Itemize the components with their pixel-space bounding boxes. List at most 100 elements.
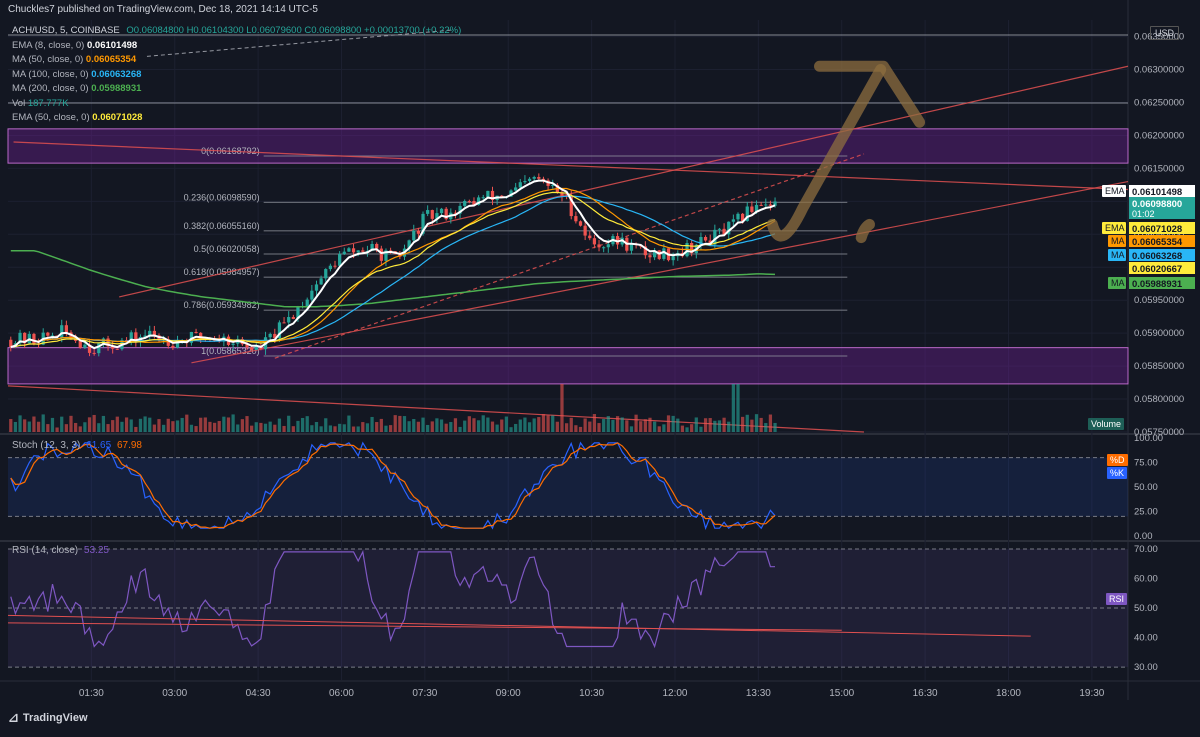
- candle-body: [92, 352, 96, 354]
- legend-vol[interactable]: Vol 187.777K: [12, 97, 461, 112]
- rsi-trend-line: [7, 614, 1031, 637]
- legend-ma200[interactable]: MA (200, close, 0) 0.05988931: [12, 82, 461, 97]
- fib-level-label: 0.382(0.06055160): [184, 221, 260, 231]
- volume-bar: [217, 421, 221, 432]
- volume-bar: [551, 415, 555, 432]
- price-tag-label: MA: [1111, 236, 1125, 246]
- candle-body: [578, 221, 583, 226]
- volume-bar: [694, 417, 698, 432]
- volume-bar: [23, 419, 27, 432]
- volume-bar: [722, 417, 726, 432]
- candle-body: [486, 190, 490, 198]
- candle-body: [189, 331, 194, 343]
- volume-bar: [342, 424, 346, 432]
- price-tag-label: EMA: [1105, 223, 1125, 233]
- candle-body: [370, 243, 374, 251]
- candle-body: [328, 265, 333, 270]
- volume-bar: [453, 418, 458, 432]
- price-tag-label-bg: [1108, 235, 1126, 247]
- volume-bar: [240, 419, 244, 432]
- candle-body: [643, 246, 647, 256]
- candle-body: [412, 230, 416, 241]
- candle-body: [458, 205, 462, 214]
- volume-bar: [259, 422, 263, 432]
- candle-body: [768, 204, 773, 206]
- candle-body: [356, 250, 360, 253]
- stoch-k-tag: %K: [1107, 467, 1128, 479]
- candle-body: [699, 236, 703, 245]
- candle-body: [569, 196, 573, 217]
- volume-bar: [273, 424, 277, 432]
- candle-body: [592, 238, 597, 245]
- candle-body: [574, 216, 578, 222]
- volume-bar: [254, 422, 258, 432]
- volume-bar: [120, 421, 124, 432]
- volume-bar: [402, 416, 407, 432]
- target-arrow-shaft: [766, 64, 887, 242]
- rsi-legend[interactable]: RSI (14, close) 53.25: [12, 545, 109, 557]
- candle-body: [472, 201, 476, 205]
- fib-level-label: 0.236(0.06098590): [184, 192, 260, 202]
- volume-bar: [671, 415, 675, 432]
- price-tag: EMA 0.06101498: [1102, 185, 1195, 198]
- x-tick-label: 12:00: [662, 688, 687, 699]
- candle-body: [287, 317, 291, 323]
- rsi-title: RSI (14, close): [12, 545, 79, 556]
- volume-bar: [148, 417, 152, 432]
- volume-bar: [384, 425, 388, 432]
- candle-body: [671, 256, 675, 261]
- candle-body: [152, 330, 156, 336]
- volume-bar: [578, 426, 583, 432]
- candle-body: [597, 244, 601, 248]
- volume-bar: [759, 417, 763, 432]
- ohlc-values: O0.06084800 H0.06104300 L0.06079600 C0.0…: [126, 25, 462, 36]
- candle-body: [338, 254, 342, 266]
- candle-body: [745, 206, 749, 222]
- price-tag-label-bg: [1108, 277, 1126, 289]
- price-tag-label-bg: [1108, 249, 1126, 261]
- volume-bar: [74, 422, 78, 432]
- volume-bar: [560, 384, 564, 432]
- price-tag-value: 0.06071028: [1132, 224, 1182, 235]
- volume-bar: [78, 426, 82, 432]
- symbol-row: ACH/USD, 5, COINBASE O0.06084800 H0.0610…: [12, 24, 461, 39]
- price-tag-bg: [1129, 249, 1195, 261]
- price-tag: MA 0.06063268: [1108, 249, 1195, 262]
- candle-body: [662, 248, 666, 259]
- volume-bar: [50, 417, 55, 432]
- rsi-y-tick: 30.00: [1134, 662, 1158, 673]
- volume-bar: [685, 427, 689, 432]
- volume-bar: [87, 417, 92, 432]
- volume-bar: [750, 419, 754, 432]
- candle-body: [310, 290, 314, 300]
- candle-body: [296, 306, 300, 319]
- stoch-legend[interactable]: Stoch (12, 3, 3) 61.65 67.98: [12, 440, 142, 452]
- candle-body: [129, 332, 133, 341]
- legend-ma100[interactable]: MA (100, close, 0) 0.06063268: [12, 68, 461, 83]
- currency-badge[interactable]: USD: [1150, 26, 1180, 40]
- projection-line: [146, 29, 453, 57]
- symbol-name[interactable]: ACH/USD, 5, COINBASE: [12, 25, 120, 36]
- volume-bar: [393, 415, 397, 432]
- volume-bar: [92, 414, 96, 432]
- volume-bar: [615, 416, 620, 432]
- volume-bar: [328, 425, 333, 432]
- volume-bar: [134, 426, 138, 432]
- candle-body: [87, 344, 92, 353]
- candle-body: [467, 201, 471, 203]
- volume-bar: [287, 415, 291, 432]
- candle-body: [583, 225, 587, 236]
- price-tag-value: 0.05988931: [1132, 279, 1183, 290]
- volume-bar: [527, 422, 532, 432]
- legend-ema8[interactable]: EMA (8, close, 0) 0.06101498: [12, 39, 461, 54]
- price-tag-label: MA: [1111, 250, 1125, 260]
- stoch-y-tick: 75.00: [1134, 458, 1158, 469]
- legend-ma50[interactable]: MA (50, close, 0) 0.06065354: [12, 53, 461, 68]
- tradingview-brand[interactable]: ⊿ TradingView: [8, 710, 88, 726]
- candle-body: [134, 332, 138, 342]
- volume-bar: [166, 418, 170, 432]
- legend-ema50[interactable]: EMA (50, close, 0) 0.06071028: [12, 111, 461, 126]
- volume-bar: [9, 419, 13, 432]
